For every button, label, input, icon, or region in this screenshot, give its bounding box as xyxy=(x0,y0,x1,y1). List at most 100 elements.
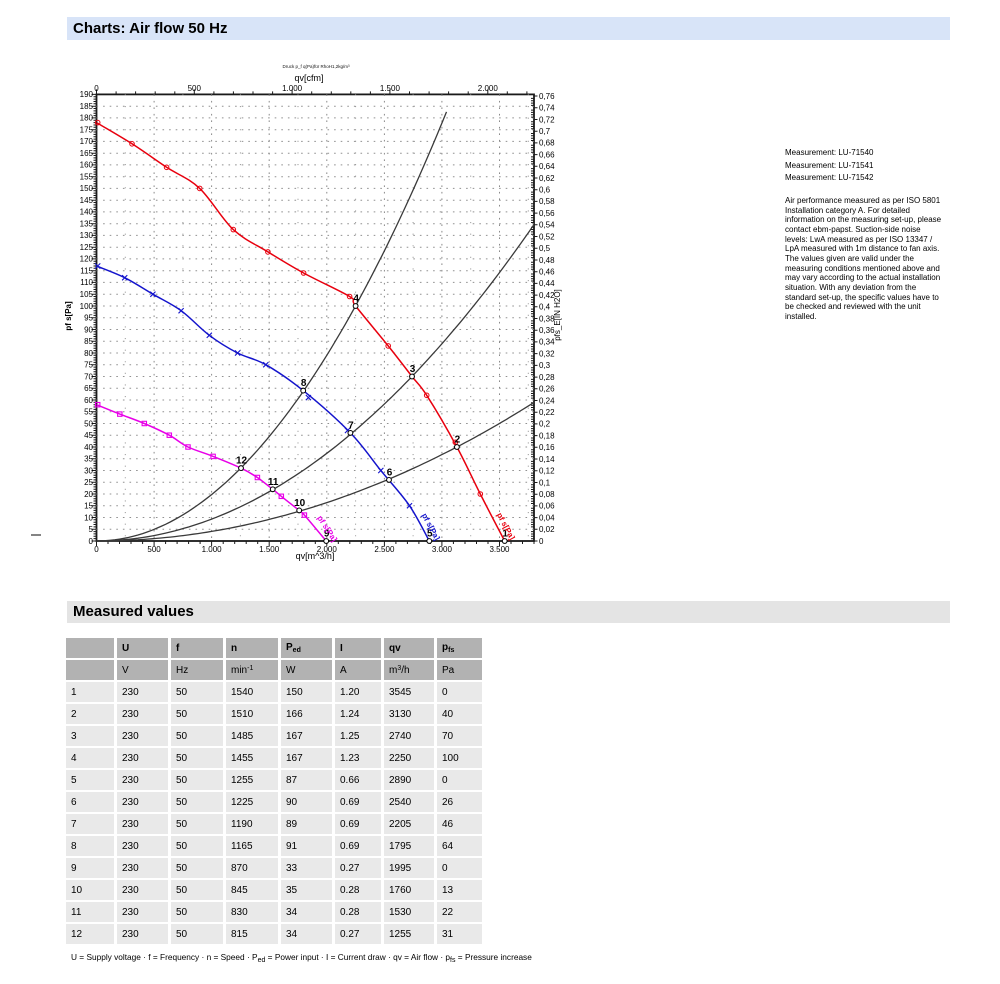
svg-text:120: 120 xyxy=(80,255,94,264)
svg-text:pf s[Pa]: pf s[Pa] xyxy=(64,301,73,331)
svg-text:80: 80 xyxy=(84,349,93,358)
svg-text:0,3: 0,3 xyxy=(539,361,551,370)
svg-text:0,44: 0,44 xyxy=(539,279,555,288)
svg-text:70: 70 xyxy=(84,372,93,381)
svg-text:0,62: 0,62 xyxy=(539,174,555,183)
svg-text:0,1: 0,1 xyxy=(539,478,551,487)
svg-text:40: 40 xyxy=(84,443,93,452)
svg-text:0,54: 0,54 xyxy=(539,221,555,230)
svg-text:0,46: 0,46 xyxy=(539,268,555,277)
svg-text:145: 145 xyxy=(80,196,94,205)
svg-text:60: 60 xyxy=(84,396,93,405)
svg-text:175: 175 xyxy=(80,126,94,135)
svg-text:75: 75 xyxy=(84,361,93,370)
svg-text:165: 165 xyxy=(80,149,94,158)
svg-text:qv[m^3/h]: qv[m^3/h] xyxy=(296,551,335,561)
svg-text:10: 10 xyxy=(294,498,306,509)
svg-text:qv[cfm]: qv[cfm] xyxy=(294,73,323,83)
svg-text:110: 110 xyxy=(80,278,93,287)
svg-text:0,18: 0,18 xyxy=(539,431,555,440)
svg-text:0,74: 0,74 xyxy=(539,104,555,113)
svg-text:0,34: 0,34 xyxy=(539,338,555,347)
svg-text:90: 90 xyxy=(84,325,93,334)
svg-text:3.000: 3.000 xyxy=(432,545,453,554)
svg-text:0,32: 0,32 xyxy=(539,349,555,358)
svg-text:0,6: 0,6 xyxy=(539,186,551,195)
svg-text:0,66: 0,66 xyxy=(539,150,555,159)
svg-text:50: 50 xyxy=(84,419,93,428)
svg-text:0,28: 0,28 xyxy=(539,373,555,382)
svg-text:0,22: 0,22 xyxy=(539,408,555,417)
svg-text:5: 5 xyxy=(427,529,433,540)
svg-text:100: 100 xyxy=(80,302,94,311)
svg-text:2: 2 xyxy=(455,435,461,446)
svg-text:10: 10 xyxy=(84,513,93,522)
svg-text:0,04: 0,04 xyxy=(539,513,555,522)
svg-text:0,52: 0,52 xyxy=(539,232,555,241)
svg-text:0: 0 xyxy=(94,545,99,554)
svg-text:45: 45 xyxy=(84,431,93,440)
svg-text:1.000: 1.000 xyxy=(282,84,303,93)
svg-text:0,02: 0,02 xyxy=(539,525,555,534)
svg-text:0,16: 0,16 xyxy=(539,443,555,452)
svg-text:0,14: 0,14 xyxy=(539,455,555,464)
svg-text:135: 135 xyxy=(80,220,94,229)
svg-text:7: 7 xyxy=(348,420,354,431)
svg-text:0,2: 0,2 xyxy=(539,420,551,429)
svg-text:15: 15 xyxy=(84,502,93,511)
svg-text:55: 55 xyxy=(84,408,93,417)
svg-text:0,36: 0,36 xyxy=(539,326,555,335)
svg-text:95: 95 xyxy=(84,314,93,323)
svg-text:Druck p_f q(Pa)für RhoH1,2kg/m: Druck p_f q(Pa)für RhoH1,2kg/m³ xyxy=(282,64,350,69)
svg-text:155: 155 xyxy=(80,173,94,182)
svg-text:150: 150 xyxy=(80,184,94,193)
svg-text:5: 5 xyxy=(89,525,94,534)
svg-text:35: 35 xyxy=(84,455,93,464)
svg-text:0,7: 0,7 xyxy=(539,127,551,136)
svg-text:0,68: 0,68 xyxy=(539,139,555,148)
svg-text:180: 180 xyxy=(80,114,94,123)
svg-text:115: 115 xyxy=(80,267,93,276)
svg-text:8: 8 xyxy=(301,378,307,389)
svg-text:160: 160 xyxy=(80,161,94,170)
svg-text:500: 500 xyxy=(147,545,161,554)
svg-text:2.000: 2.000 xyxy=(317,545,338,554)
svg-text:85: 85 xyxy=(84,337,93,346)
svg-text:0,12: 0,12 xyxy=(539,467,555,476)
svg-text:0,4: 0,4 xyxy=(539,303,551,312)
svg-text:30: 30 xyxy=(84,466,93,475)
svg-text:130: 130 xyxy=(80,231,94,240)
svg-text:0,48: 0,48 xyxy=(539,256,555,265)
svg-text:170: 170 xyxy=(80,137,94,146)
svg-text:0,24: 0,24 xyxy=(539,396,555,405)
svg-text:1.500: 1.500 xyxy=(259,545,280,554)
svg-text:9: 9 xyxy=(324,529,330,540)
svg-text:65: 65 xyxy=(84,384,93,393)
svg-text:500: 500 xyxy=(188,84,202,93)
svg-text:0,5: 0,5 xyxy=(539,244,551,253)
svg-text:20: 20 xyxy=(84,490,93,499)
svg-text:11: 11 xyxy=(268,477,279,488)
svg-text:185: 185 xyxy=(80,102,94,111)
svg-text:0,64: 0,64 xyxy=(539,162,555,171)
svg-text:190: 190 xyxy=(80,90,94,99)
svg-text:2.000: 2.000 xyxy=(478,84,499,93)
svg-text:2.500: 2.500 xyxy=(374,545,395,554)
svg-text:0,76: 0,76 xyxy=(539,92,555,101)
svg-text:4: 4 xyxy=(353,294,359,305)
svg-text:1.500: 1.500 xyxy=(380,84,401,93)
svg-text:140: 140 xyxy=(80,208,94,217)
svg-text:1: 1 xyxy=(502,529,508,540)
svg-text:105: 105 xyxy=(80,290,94,299)
svg-text:0: 0 xyxy=(539,537,544,546)
svg-text:0,72: 0,72 xyxy=(539,115,555,124)
svg-text:pfs_E[IN H2O]: pfs_E[IN H2O] xyxy=(553,289,562,341)
svg-text:0,56: 0,56 xyxy=(539,209,555,218)
svg-text:0,38: 0,38 xyxy=(539,314,555,323)
svg-text:0,26: 0,26 xyxy=(539,385,555,394)
svg-text:3.500: 3.500 xyxy=(489,545,510,554)
svg-text:0,08: 0,08 xyxy=(539,490,555,499)
svg-text:0,42: 0,42 xyxy=(539,291,555,300)
svg-text:0: 0 xyxy=(94,84,99,93)
svg-text:6: 6 xyxy=(387,467,393,478)
